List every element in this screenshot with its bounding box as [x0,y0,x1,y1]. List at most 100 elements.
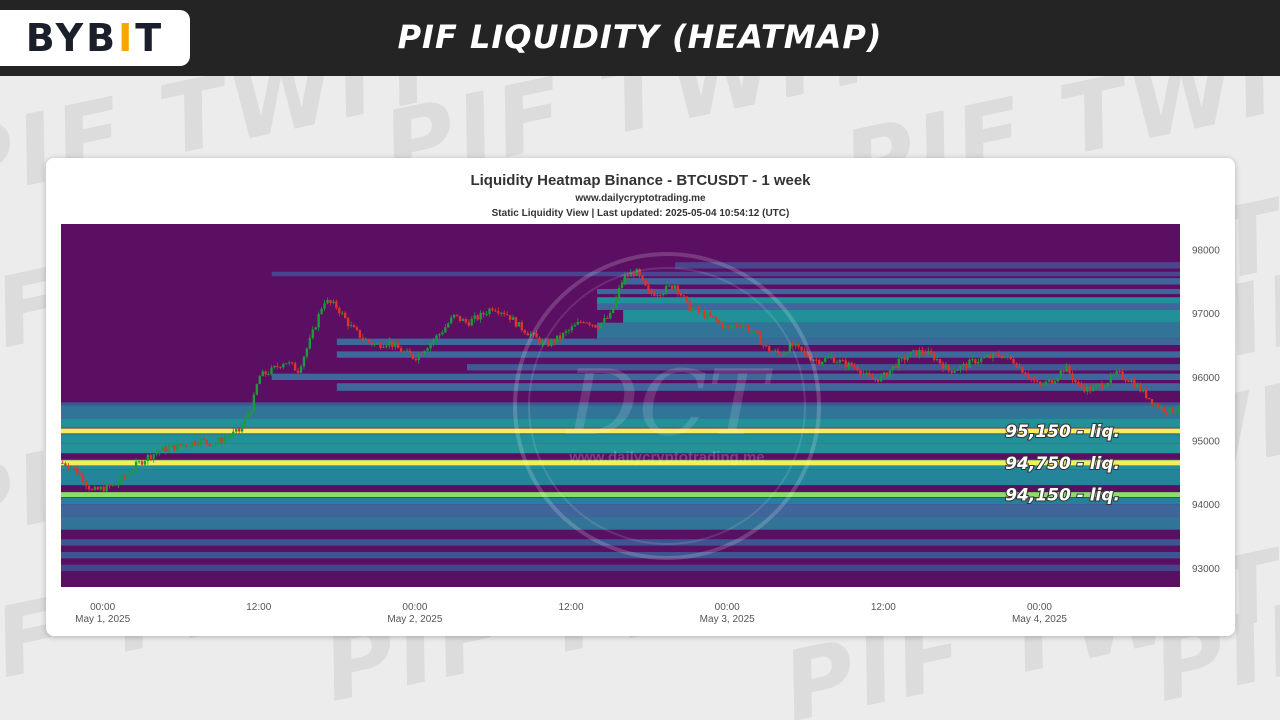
candle-body [152,454,155,459]
candle-body [1077,382,1080,385]
candle-body [290,362,294,364]
candle-body [223,438,226,443]
candle-body [1033,378,1036,381]
top-banner: BYBIT PIF LIQUIDITY (HEATMAP) [0,0,1280,76]
candle-body [768,346,771,352]
candle-body [885,372,889,377]
liquidity-band [61,497,1180,505]
liquidity-band [61,402,1180,406]
candle-body [388,340,391,346]
candle-body [426,348,429,351]
candle-body [694,307,697,309]
candle-body [211,445,214,447]
candle-body [270,367,273,375]
candle-body [282,363,285,368]
candle-body [1068,365,1071,374]
candle-body [285,363,288,365]
candle-body [1074,379,1077,383]
candle-body [1133,380,1136,388]
candle-body [140,461,144,465]
chart-title: Liquidity Heatmap Binance - BTCUSDT - 1 … [470,172,811,189]
candle-body [835,362,839,364]
candle-body [538,337,541,344]
candle-body [273,365,276,368]
candle-body [888,370,892,377]
candle-body [1121,371,1124,379]
candle-body [632,272,635,277]
candle-body [582,322,585,324]
candle-body [61,462,64,464]
candle-body [511,317,515,320]
candle-body [532,333,535,335]
candle-body [452,314,456,318]
liquidity-band [61,516,1180,530]
liquidity-band [597,288,1180,295]
candle-body [123,476,126,478]
candle-body [143,461,147,465]
candle-body [1021,366,1024,373]
candle-body [638,269,641,276]
candle-body [974,359,977,364]
candle-body [338,307,341,314]
candle-body [458,315,462,321]
candle-body [205,439,208,444]
candle-body [882,372,886,376]
candle-body [87,485,91,490]
candle-body [773,350,777,352]
bybit-logo: BYBIT [0,10,190,66]
candle-body [373,343,376,345]
liquidity-line [61,428,1180,434]
x-tick-date: May 1, 2025 [75,614,130,625]
candle-body [832,356,836,363]
candle-body [847,362,850,368]
candle-body [956,369,959,371]
x-tick-date: May 2, 2025 [387,614,442,625]
candle-body [821,361,824,365]
candle-body [1083,387,1086,392]
candle-body [826,357,830,359]
candle-body [229,435,232,438]
candle-body [941,363,945,369]
candle-body [529,333,532,336]
candle-body [308,338,312,349]
candle-body [429,343,432,349]
candle-body [653,293,656,296]
candle-body [659,294,662,296]
candle-body [249,411,253,415]
candle-body [676,285,680,294]
candle-body [81,475,85,483]
candle-body [155,452,158,455]
candle-body [237,428,241,432]
candle-body [697,307,700,312]
candle-body [617,287,621,298]
candle-body [732,325,736,328]
candle-body [862,373,865,375]
candle-body [190,441,194,447]
x-tick-time: 00:00 [715,602,740,613]
candle-body [276,365,279,367]
candle-body [70,466,73,469]
candle-body [193,441,197,445]
candle-body [1127,380,1130,382]
candle-body [567,330,571,332]
candle-body [850,362,853,367]
candle-body [485,314,488,316]
candle-body [76,467,79,475]
candle-body [126,474,129,478]
liquidity-band [623,309,1180,323]
candle-body [367,339,370,342]
candle-body [449,317,453,324]
candle-body [473,315,476,319]
candle-body [417,353,420,361]
candle-body [1024,372,1027,375]
candle-body [432,339,435,344]
candle-body [226,437,229,439]
candle-body [1153,403,1157,405]
candle-body [629,272,632,277]
candle-body [635,269,638,277]
liquidity-label: 94,150 - liq. [1005,486,1120,506]
candle-body [1053,381,1057,384]
candle-body [865,372,868,374]
candle-body [1159,406,1163,409]
candle-body [906,356,909,360]
